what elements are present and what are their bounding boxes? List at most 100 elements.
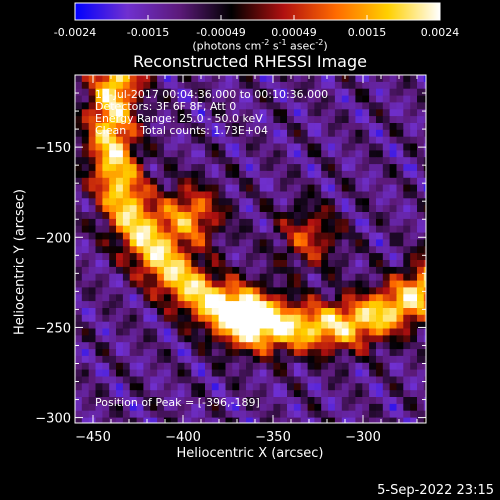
- heatmap-cell: [362, 342, 370, 350]
- heatmap-cell: [239, 123, 247, 131]
- heatmap-cell: [88, 390, 97, 398]
- heatmap-cell: [198, 225, 206, 234]
- heatmap-cell: [423, 177, 426, 186]
- heatmap-cell: [88, 212, 97, 220]
- heatmap-cell: [376, 349, 384, 357]
- heatmap-cell: [341, 273, 350, 282]
- heatmap-cell: [314, 184, 322, 193]
- heatmap-cell: [431, 322, 438, 330]
- heatmap-cell: [417, 301, 425, 309]
- heatmap-cell: [280, 301, 288, 309]
- heatmap-cell: [417, 253, 425, 261]
- heatmap-cell: [239, 253, 247, 261]
- heatmap-cell: [157, 205, 165, 213]
- heatmap-cell: [273, 81, 281, 90]
- heatmap-cell: [321, 383, 329, 391]
- heatmap-cell: [362, 225, 370, 234]
- heatmap-cell: [259, 369, 268, 378]
- heatmap-cell: [382, 239, 391, 247]
- heatmap-cell: [280, 383, 288, 391]
- heatmap-cell: [109, 218, 117, 227]
- heatmap-cell: [212, 424, 219, 432]
- heatmap-cell: [75, 335, 83, 343]
- heatmap-cell: [334, 383, 343, 391]
- heatmap-cell: [410, 424, 417, 432]
- heatmap-cell: [136, 362, 144, 371]
- heatmap-cell: [184, 239, 192, 247]
- heatmap-cell: [88, 355, 97, 364]
- heatmap-cell: [88, 342, 97, 350]
- heatmap-cell: [369, 355, 377, 364]
- heatmap-cell: [177, 335, 185, 343]
- heatmap-cell: [122, 143, 131, 151]
- heatmap-cell: [417, 225, 425, 234]
- heatmap-cell: [116, 184, 124, 193]
- heatmap-cell: [403, 321, 411, 330]
- heatmap-cell: [177, 205, 185, 213]
- heatmap-cell: [334, 287, 343, 295]
- heatmap-cell: [129, 355, 138, 364]
- heatmap-cell: [88, 143, 97, 151]
- heatmap-cell: [410, 95, 418, 104]
- heatmap-cell: [410, 383, 418, 391]
- heatmap-cell: [191, 321, 199, 330]
- heatmap-cell: [423, 383, 426, 391]
- heatmap-cell: [328, 417, 336, 423]
- heatmap-cell: [307, 321, 315, 330]
- heatmap-cell: [246, 417, 254, 423]
- heatmap-cell: [382, 205, 391, 213]
- heatmap-cell: [205, 321, 213, 330]
- heatmap-cell: [136, 150, 144, 158]
- heatmap-cell: [355, 349, 363, 357]
- heatmap-cell: [273, 301, 281, 309]
- heatmap-cell: [266, 403, 274, 412]
- heatmap-cell: [307, 328, 315, 336]
- heatmap-cell: [334, 246, 343, 254]
- heatmap-cell: [102, 253, 110, 261]
- heatmap-cell: [102, 287, 110, 295]
- heatmap-cell: [355, 287, 363, 295]
- heatmap-cell: [122, 191, 131, 199]
- heatmap-cell: [225, 308, 233, 316]
- heatmap-cell: [287, 109, 295, 117]
- y-axis-label: Heliocentric Y (arcsec): [12, 189, 28, 335]
- heatmap-cell: [328, 355, 336, 364]
- heatmap-cell: [205, 232, 213, 241]
- heatmap-cell: [259, 177, 268, 186]
- heatmap-cell: [293, 102, 302, 110]
- heatmap-cell: [205, 390, 213, 398]
- heatmap-cell: [280, 75, 288, 83]
- heatmap-cell: [218, 170, 226, 179]
- heatmap-cell: [328, 116, 336, 124]
- heatmap-cell: [239, 410, 247, 419]
- heatmap-cell: [341, 123, 350, 131]
- heatmap-cell: [259, 102, 268, 110]
- heatmap-cell: [122, 246, 131, 254]
- heatmap-cell: [382, 397, 391, 405]
- heatmap-cell: [122, 225, 131, 234]
- heatmap-cell: [232, 308, 240, 316]
- heatmap-cell: [328, 390, 336, 398]
- heatmap-cell: [266, 308, 274, 316]
- heatmap-cell: [109, 280, 117, 289]
- heatmap-cell: [280, 143, 288, 151]
- heatmap-cell: [81, 294, 90, 302]
- heatmap-cell: [348, 369, 356, 378]
- heatmap-cell: [355, 239, 363, 247]
- heatmap-cell: [376, 280, 384, 289]
- heatmap-cell: [211, 410, 220, 419]
- heatmap-cell: [88, 184, 97, 193]
- heatmap-cell: [328, 266, 336, 275]
- heatmap-cell: [417, 376, 425, 384]
- heatmap-cell: [362, 232, 370, 241]
- heatmap-cell: [328, 170, 336, 179]
- heatmap-cell: [184, 335, 192, 343]
- heatmap-cell: [417, 191, 425, 199]
- heatmap-cell: [116, 287, 124, 295]
- heatmap-cell: [294, 424, 301, 432]
- heatmap-cell: [403, 362, 411, 371]
- heatmap-cell: [396, 95, 404, 104]
- heatmap-cell: [198, 287, 206, 295]
- heatmap-cell: [348, 349, 356, 357]
- heatmap-cell: [211, 102, 220, 110]
